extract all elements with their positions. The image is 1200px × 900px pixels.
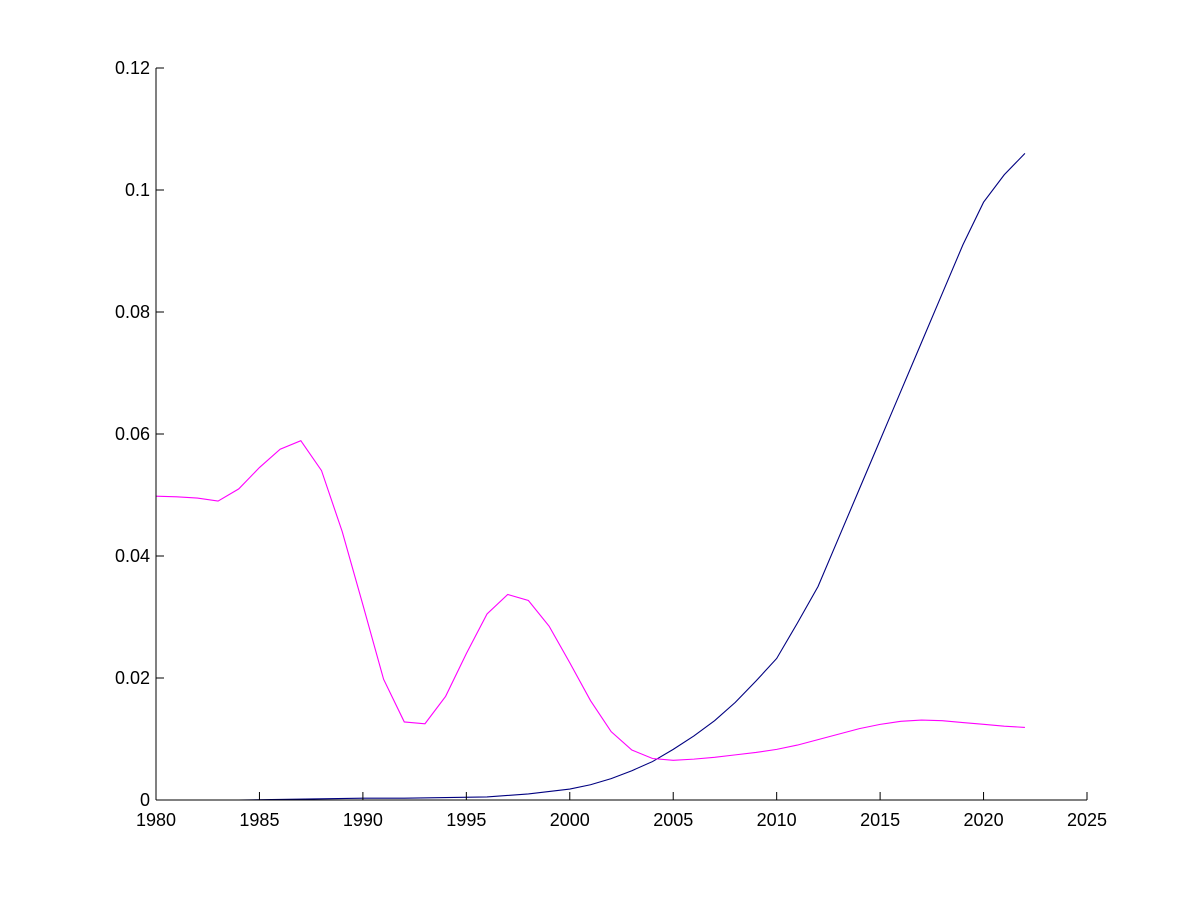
x-tick-label: 1985 [239, 810, 279, 830]
y-tick-label: 0.06 [115, 424, 150, 444]
series-layer [155, 153, 1026, 801]
y-tick-label: 0.02 [115, 668, 150, 688]
y-tick-label: 0.12 [115, 58, 150, 78]
x-tick-label: 2020 [964, 810, 1004, 830]
x-tick-label: 1995 [446, 810, 486, 830]
y-tick-label: 0.1 [125, 180, 150, 200]
axes-layer: 1980 1985 1990 1995 2000 2005 2010 2015 2020 2025… [115, 58, 1107, 830]
x-tick-label: 1990 [343, 810, 383, 830]
y-tick-label: 0.04 [115, 546, 150, 566]
x-tick-label: 2005 [653, 810, 693, 830]
x-tick-label: 2000 [550, 810, 590, 830]
series-line-2 [155, 440, 1025, 761]
x-tick-label: 2010 [757, 810, 797, 830]
x-tick-label: 2015 [860, 810, 900, 830]
y-tick-label: 0.08 [115, 302, 150, 322]
y-tick-label: 0 [140, 790, 150, 810]
series-line-1 [156, 153, 1026, 801]
x-tick-label: 2025 [1067, 810, 1107, 830]
x-tick-label: 1980 [136, 810, 176, 830]
